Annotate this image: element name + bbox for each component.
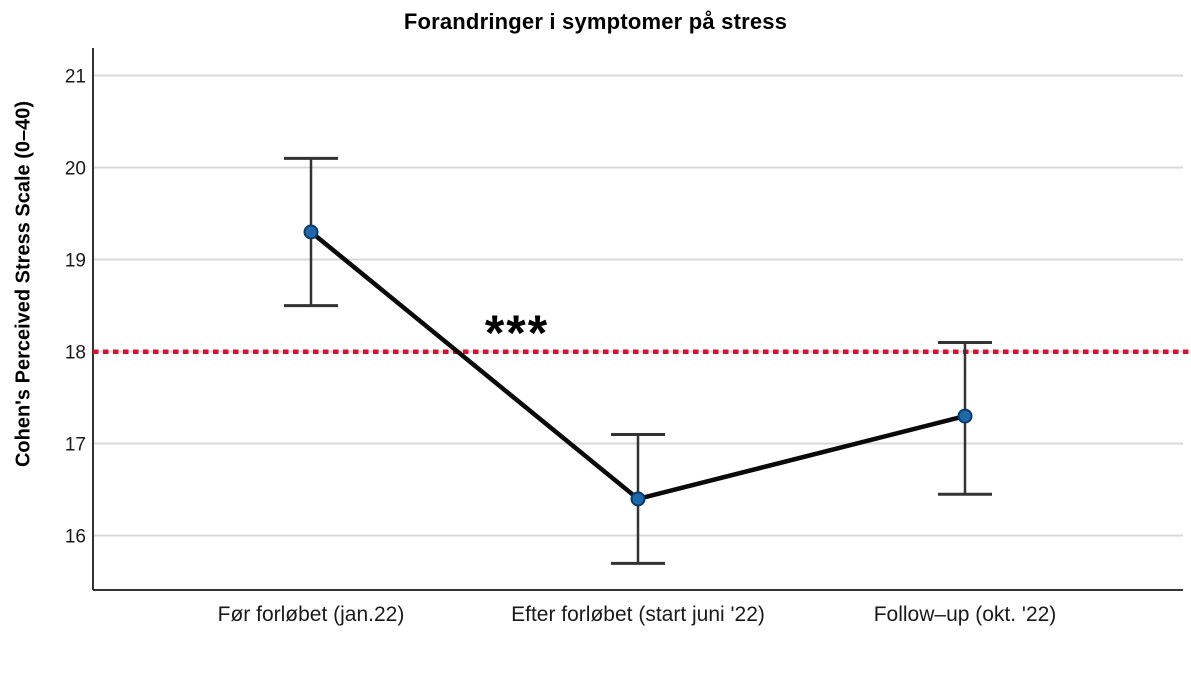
chart-title: Forandringer i symptomer på stress xyxy=(403,9,788,34)
y-tick-label: 16 xyxy=(65,527,86,548)
x-category-label: Efter forløbet (start juni '22) xyxy=(511,603,765,626)
y-tick-label: 21 xyxy=(65,66,86,87)
data-point-marker xyxy=(630,491,646,507)
y-tick-label: 18 xyxy=(65,343,86,364)
y-tick-label: 17 xyxy=(65,435,86,456)
y-axis-title: Cohen's Perceived Stress Scale (0–40) xyxy=(12,100,35,468)
y-tick-label: 20 xyxy=(65,159,86,180)
data-point-marker xyxy=(303,224,319,240)
x-category-label: Før forløbet (jan.22) xyxy=(218,603,405,626)
y-tick-label: 19 xyxy=(65,251,86,272)
significance-annotation: *** xyxy=(485,305,549,361)
data-point-marker xyxy=(957,408,973,424)
x-category-label: Follow–up (okt. '22) xyxy=(874,603,1057,626)
